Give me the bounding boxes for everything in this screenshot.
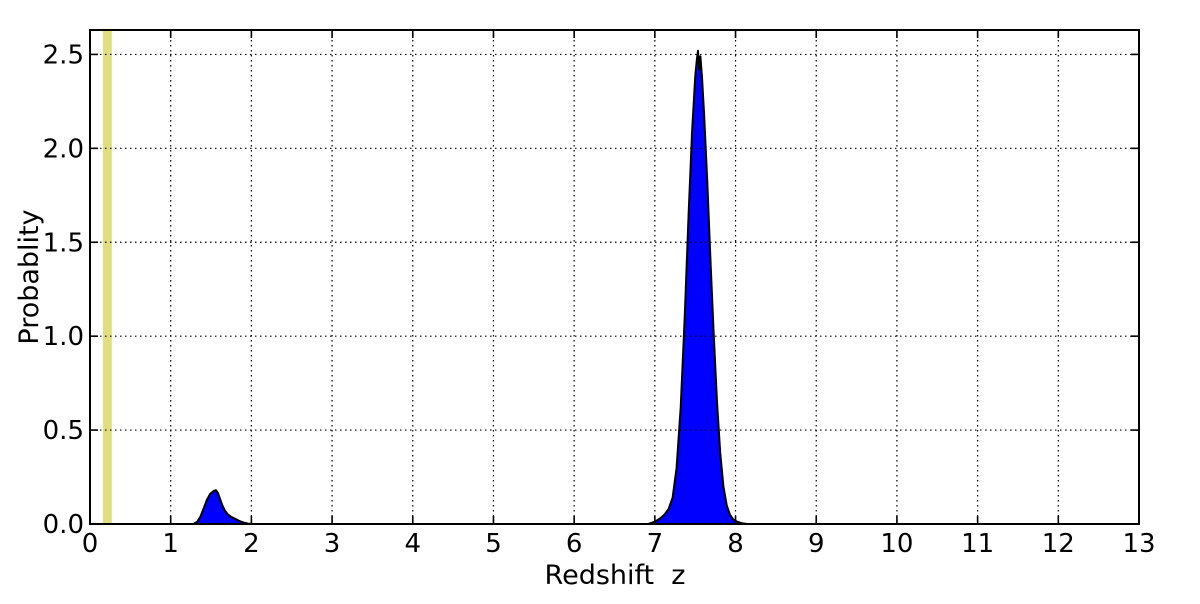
x-tick-label: 2	[243, 529, 260, 559]
x-tick-label: 13	[1122, 529, 1155, 559]
x-tick-label: 12	[1042, 529, 1075, 559]
pdf-peak-low-area	[192, 489, 254, 525]
x-tick-label: 5	[485, 529, 502, 559]
x-tick-label: 1	[162, 529, 179, 559]
x-tick-label: 7	[647, 529, 664, 559]
y-tick-label: 1.5	[43, 228, 84, 258]
plot-frame	[89, 29, 1140, 525]
pdf-peak-high-area	[647, 49, 748, 525]
x-axis-label: Redshift z	[545, 560, 686, 591]
y-tick-label: 1.0	[43, 322, 84, 352]
x-tick-label: 8	[727, 529, 744, 559]
y-tick-label: 0.5	[43, 416, 84, 446]
x-tick-label: 10	[880, 529, 913, 559]
x-tick-label: 9	[808, 529, 825, 559]
x-tick-label: 0	[82, 529, 99, 559]
y-axis-label: Probablity	[14, 209, 45, 344]
x-tick-label: 6	[566, 529, 583, 559]
y-tick-label: 2.0	[43, 134, 84, 164]
highlight-band	[102, 30, 112, 524]
x-tick-label: 11	[961, 529, 994, 559]
x-tick-label: 4	[404, 529, 421, 559]
x-tick-label: 3	[324, 529, 341, 559]
y-tick-label: 2.5	[43, 40, 84, 70]
y-tick-label: 0.0	[43, 510, 84, 540]
